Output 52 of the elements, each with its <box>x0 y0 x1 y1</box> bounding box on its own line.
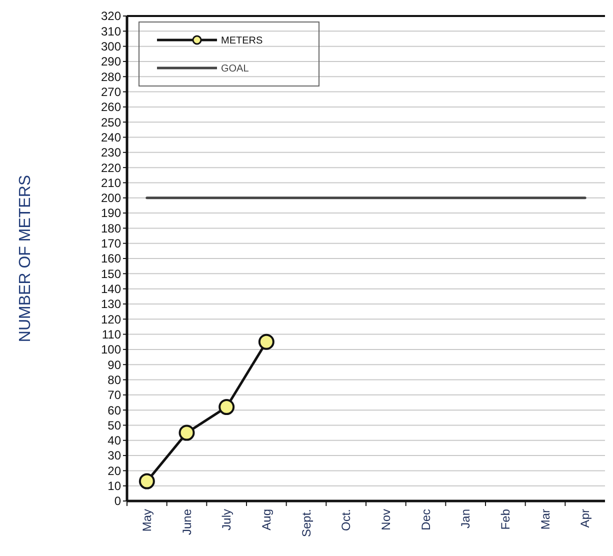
x-tick-label: Sept. <box>299 509 314 538</box>
x-tick-label: May <box>140 509 154 532</box>
y-tick-label: 280 <box>100 70 122 84</box>
y-tick-label: 260 <box>100 100 122 114</box>
y-tick-label: 60 <box>108 403 122 418</box>
y-tick-label: 170 <box>100 236 122 251</box>
x-tick-label: Oct. <box>339 509 354 532</box>
y-tick-label: 200 <box>100 191 122 206</box>
y-tick-label: 190 <box>100 206 122 220</box>
y-tick-label: 180 <box>100 221 122 236</box>
y-tick-label: 310 <box>100 24 122 38</box>
x-tick-label: Aug <box>259 509 274 530</box>
y-tick-label: 130 <box>100 297 122 312</box>
y-tick-label: 90 <box>108 358 122 372</box>
y-tick-label: 140 <box>100 282 122 296</box>
x-tick-label: June <box>180 508 194 536</box>
y-tick-label: 290 <box>100 54 122 69</box>
point <box>178 424 195 441</box>
point <box>218 399 235 416</box>
y-tick-label: 110 <box>102 327 122 342</box>
y-tick-label: 270 <box>100 84 122 99</box>
y-tick-label: 10 <box>108 479 122 494</box>
y-tick-label: 220 <box>100 160 122 175</box>
x-tick-label: Apr <box>578 509 592 528</box>
x-tick-label: Nov <box>378 509 393 530</box>
y-tick-label: 120 <box>100 312 122 326</box>
text: GOAL <box>221 64 250 74</box>
y-tick-label: 20 <box>108 464 122 478</box>
x-tick-label: Mar <box>538 509 552 530</box>
legend-label: METERS <box>221 36 263 46</box>
y-axis-title: NUMBER OF METERS <box>17 174 34 342</box>
y-tick-label: 150 <box>100 266 122 281</box>
y-tick-label: 80 <box>108 372 122 387</box>
x-tick-label: Jan <box>458 509 473 528</box>
x-tick-label: Feb <box>498 508 512 530</box>
x-tick-label: Dec <box>418 509 433 530</box>
y-tick-label: 0 <box>114 494 122 508</box>
y-tick-label: 320 <box>100 9 122 24</box>
y-tick-label: 230 <box>100 146 122 160</box>
y-tick-label: 30 <box>108 448 122 463</box>
y-tick-label: 40 <box>108 434 122 448</box>
y-tick-label: 300 <box>100 40 122 54</box>
point <box>138 473 155 490</box>
y-tick-label: 160 <box>100 252 122 266</box>
y-tick-label: 210 <box>100 176 122 190</box>
y-tick-label: 100 <box>100 342 122 357</box>
y-tick-label: 70 <box>108 388 122 402</box>
point <box>258 334 274 350</box>
y-tick-label: 240 <box>100 130 122 144</box>
y-tick-label: 250 <box>100 115 122 130</box>
x-tick-label: July <box>220 509 234 530</box>
y-tick-label: 50 <box>108 418 122 432</box>
